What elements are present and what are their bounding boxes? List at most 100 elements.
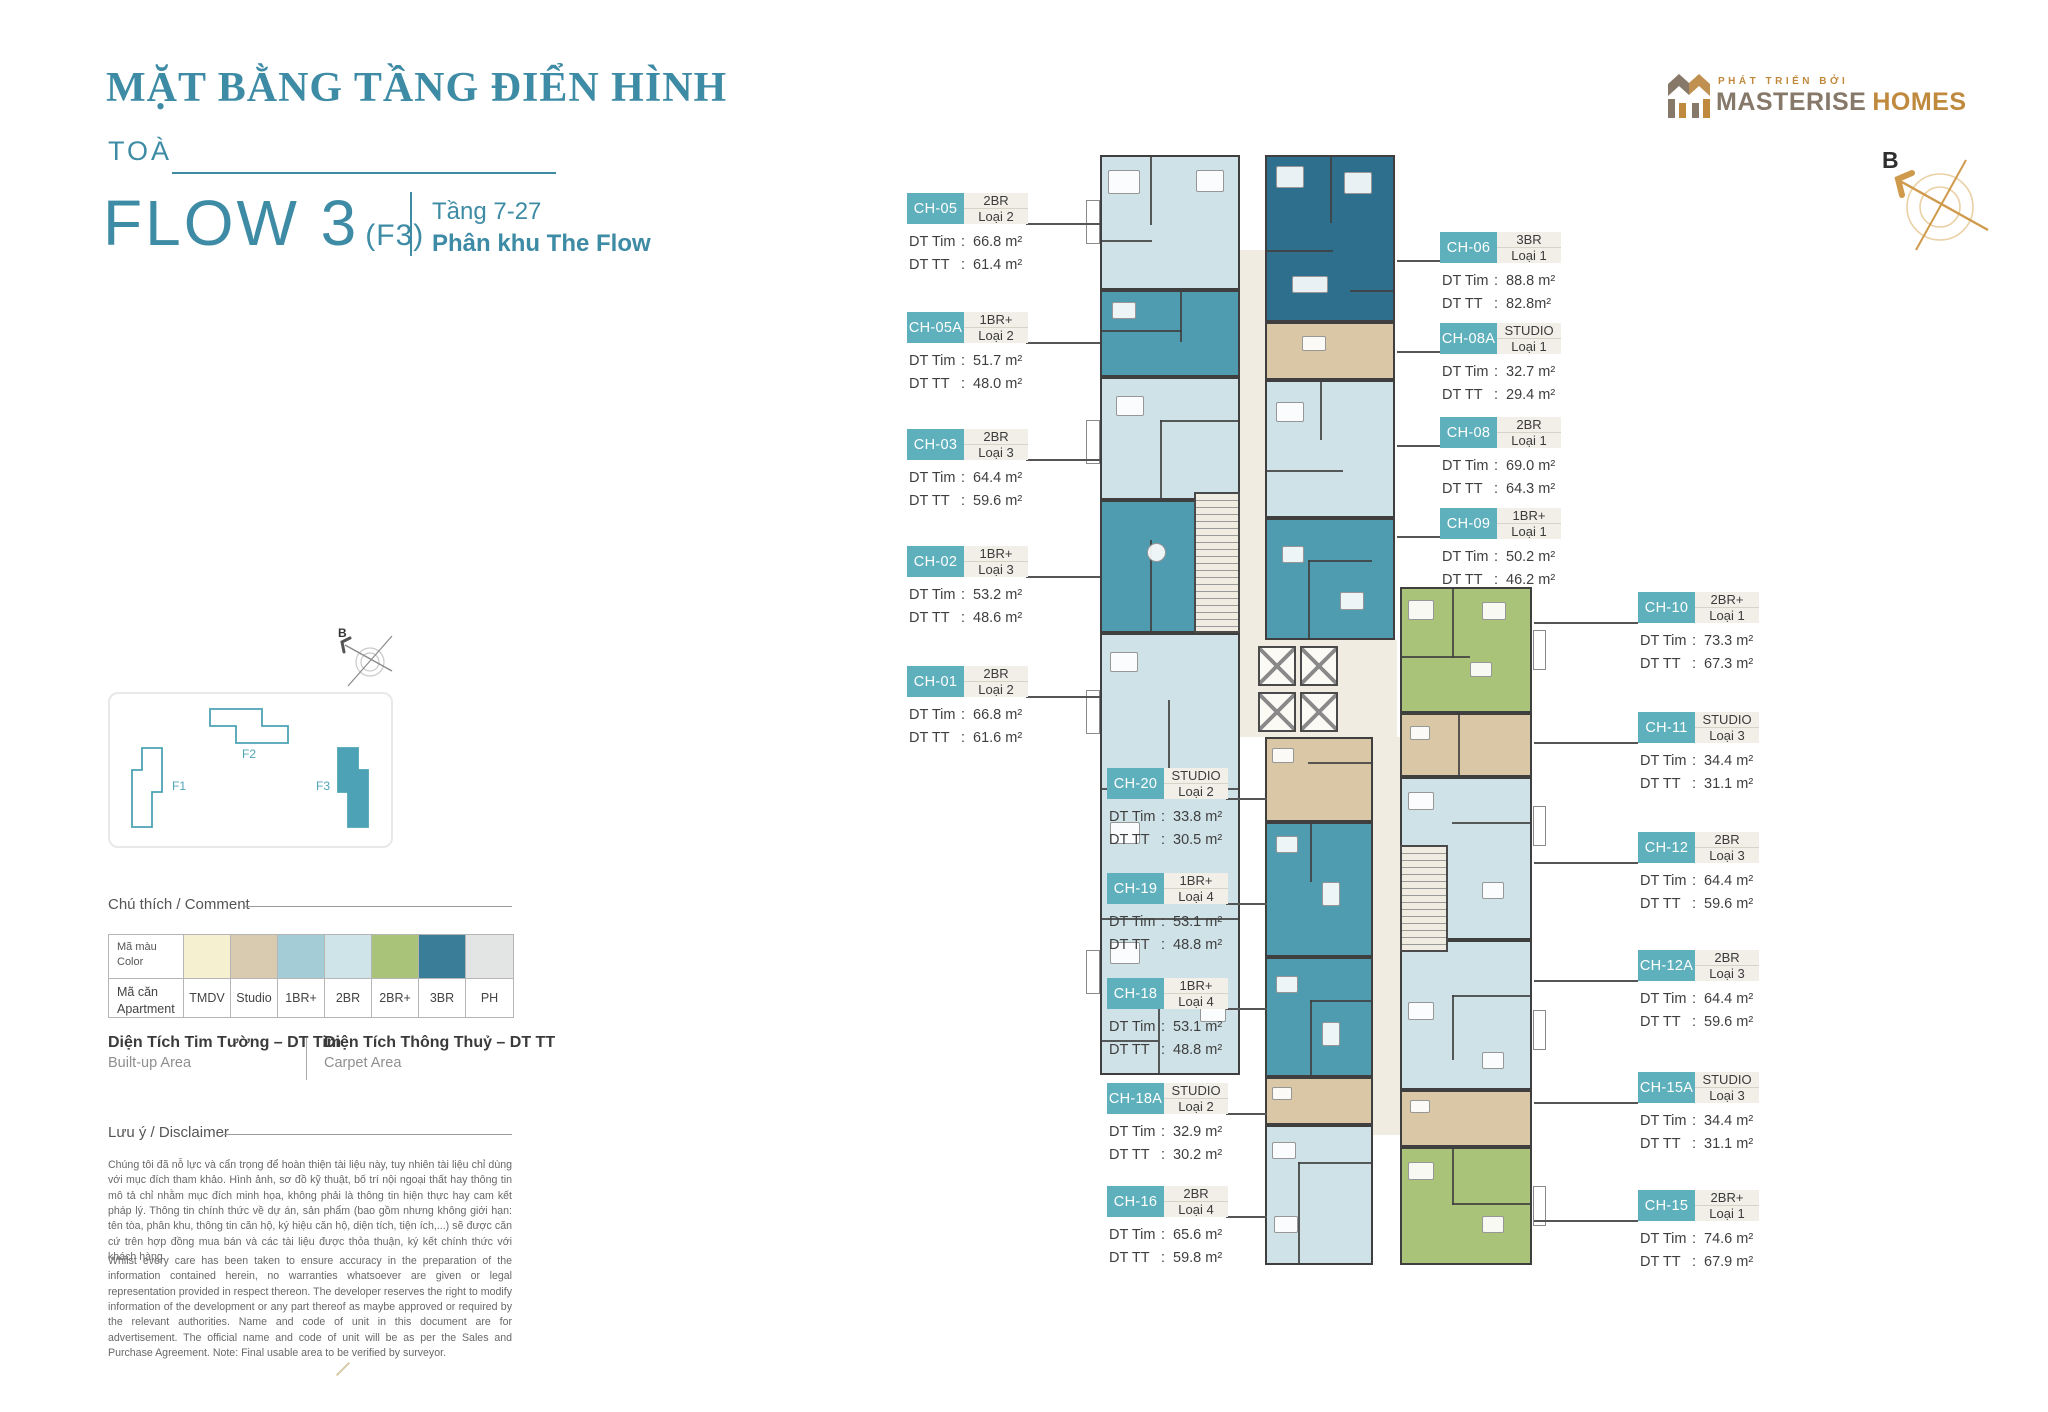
logo-wordmark: MASTERISE HOMES (1716, 88, 1967, 117)
unit-dt-tim-colon: : (961, 352, 966, 369)
unit-type-variant: Loại 3 (1709, 728, 1745, 743)
unit-dt-tim-label: DT Tim (909, 706, 956, 723)
unit-dt-tt-value: 67.3 m² (1704, 655, 1754, 672)
unit-dt-tim-colon: : (1692, 752, 1697, 769)
unit-dt-tt-colon: : (961, 609, 966, 626)
interior-wall-15 (1320, 382, 1322, 440)
unit-dt-tim-value: 64.4 m² (1704, 990, 1754, 1007)
legend-swatch-TMDV (184, 935, 231, 979)
unit-areas-CH-05A: DT Tim:51.7 m² DT TT:48.0 m² (909, 349, 1022, 395)
unit-label-CH-18: CH-18 1BR+ Loại 4 DT Tim:53.1 m² DT TT:48.8 … (1107, 978, 1237, 1064)
unit-areas-CH-12: DT Tim:64.4 m² DT TT:59.6 m² (1640, 869, 1753, 915)
building-f1-shape (131, 747, 163, 828)
legend-heading-line (244, 906, 512, 907)
unit-code-CH-18: CH-18 (1107, 978, 1164, 1009)
unit-areas-CH-16: DT Tim:65.6 m² DT TT:59.8 m² (1109, 1223, 1222, 1269)
interior-wall-3 (1102, 330, 1182, 332)
unit-label-CH-19: CH-19 1BR+ Loại 4 DT Tim:53.1 m² DT TT:48.8 … (1107, 873, 1237, 959)
tower-code: (F3) (365, 219, 425, 252)
unit-dt-tt-row: DT TT:59.8 m² (1109, 1246, 1222, 1269)
unit-dt-tt-label: DT TT (1109, 936, 1150, 953)
furniture-23 (1274, 1216, 1298, 1233)
interior-wall-29 (1452, 995, 1454, 1060)
legend-heading: Chú thích / Comment (108, 896, 250, 913)
unit-dt-tim-row: DT Tim:64.4 m² (909, 466, 1022, 489)
unit-dt-tt-colon: : (1161, 1146, 1166, 1163)
term-carpet-vn: Diện Tích Thông Thuỷ – DT TT (324, 1034, 556, 1051)
unit-type-variant: Loại 3 (978, 562, 1014, 577)
furniture-28 (1408, 792, 1434, 810)
furniture-15 (1340, 592, 1364, 610)
legend-swatch-PH (466, 935, 513, 979)
unit-type-variant: Loại 3 (1709, 1088, 1745, 1103)
unit-code-CH-06: CH-06 (1440, 232, 1497, 263)
furniture-11 (1292, 276, 1328, 293)
building-f3-shape (337, 747, 369, 828)
term-carpet: Diện Tích Thông Thuỷ – DT TT Carpet Area (324, 1034, 555, 1071)
unit-code-CH-05A: CH-05A (907, 312, 964, 343)
unit-type-variant: Loại 3 (1709, 966, 1745, 981)
legend-code-2BR+: 2BR+ (372, 979, 419, 1017)
unit-code-CH-08A: CH-08A (1440, 323, 1497, 354)
unit-dt-tt-label: DT TT (1442, 295, 1483, 312)
balcony-5 (1533, 806, 1546, 846)
unit-dt-tt-colon: : (1692, 775, 1697, 792)
masterise-logo-icon (1668, 74, 1710, 118)
legend-code-3BR: 3BR (419, 979, 466, 1017)
unit-dt-tim-row: DT Tim:66.8 m² (909, 230, 1022, 253)
unit-dt-tim-label: DT Tim (1640, 632, 1687, 649)
minimap-label-f1: F1 (172, 779, 186, 793)
unit-dt-tt-value: 59.8 m² (1173, 1249, 1223, 1266)
unit-label-CH-20: CH-20 STUDIO Loại 2 DT Tim:33.8 m² DT TT:30.… (1107, 768, 1237, 854)
plan-unit-CH-18A (1265, 1077, 1373, 1125)
unit-dt-tim-value: 50.2 m² (1506, 548, 1556, 565)
unit-dt-tim-row: DT Tim:64.4 m² (1640, 987, 1753, 1010)
unit-type-name: 2BR+ (1695, 592, 1759, 608)
unit-dt-tim-row: DT Tim:53.1 m² (1109, 1015, 1222, 1038)
unit-dt-tt-colon: : (1692, 655, 1697, 672)
unit-dt-tt-row: DT TT:48.8 m² (1109, 933, 1222, 956)
unit-label-CH-08A: CH-08A STUDIO Loại 1 DT Tim:32.7 m² DT TT:29… (1440, 323, 1570, 409)
unit-dt-tim-value: 65.6 m² (1173, 1226, 1223, 1243)
label-connector-8 (1226, 1113, 1267, 1115)
unit-dt-tt-row: DT TT:48.6 m² (909, 606, 1022, 629)
unit-label-CH-05: CH-05 2BR Loại 2 DT Tim:66.8 m² DT TT:61.4 m… (907, 193, 1037, 279)
unit-code-CH-12: CH-12 (1638, 832, 1695, 863)
interior-wall-0 (1150, 157, 1152, 225)
unit-dt-tt-row: DT TT:30.5 m² (1109, 828, 1222, 851)
unit-dt-tim-value: 34.4 m² (1704, 752, 1754, 769)
unit-type-name: 3BR (1497, 232, 1561, 248)
unit-dt-tim-colon: : (1494, 363, 1499, 380)
furniture-5 (1110, 652, 1138, 672)
unit-dt-tim-colon: : (1692, 1230, 1697, 1247)
legend-color-row: Mã màu Color (109, 935, 513, 979)
unit-type-CH-06: 3BR Loại 1 (1497, 232, 1561, 263)
unit-label-CH-09: CH-09 1BR+ Loại 1 DT Tim:50.2 m² DT TT:46.2 … (1440, 508, 1570, 594)
unit-areas-CH-05: DT Tim:66.8 m² DT TT:61.4 m² (909, 230, 1022, 276)
elevator-shaft-3 (1300, 692, 1338, 732)
unit-dt-tt-row: DT TT:31.1 m² (1640, 1132, 1753, 1155)
legend-swatch-Studio (231, 935, 278, 979)
interior-wall-4 (1160, 420, 1240, 422)
site-minimap-drawing: F1 F2 F3 (131, 708, 369, 828)
unit-dt-tt-row: DT TT:30.2 m² (1109, 1143, 1222, 1166)
plan-unit-CH-15A (1400, 1090, 1532, 1147)
interior-wall-32 (1452, 1203, 1530, 1205)
unit-type-name: STUDIO (1497, 323, 1561, 339)
legend-table: Mã màu Color Mã căn Apartment TMDV Studio… (108, 934, 514, 1018)
interior-wall-17 (1308, 560, 1310, 638)
unit-dt-tim-value: 64.4 m² (973, 469, 1023, 486)
unit-type-name: 1BR+ (1497, 508, 1561, 524)
furniture-9 (1276, 166, 1304, 188)
interior-wall-27 (1458, 715, 1460, 777)
unit-dt-tt-value: 46.2 m² (1506, 571, 1556, 588)
unit-type-variant: Loại 1 (1709, 608, 1745, 623)
unit-label-CH-15A: CH-15A STUDIO Loại 3 DT Tim:34.4 m² DT TT:31… (1638, 1072, 1768, 1158)
legend-swatch-1BR+ (278, 935, 325, 979)
unit-dt-tim-row: DT Tim:88.8 m² (1442, 269, 1555, 292)
unit-dt-tt-colon: : (961, 375, 966, 392)
unit-type-name: 1BR+ (964, 312, 1028, 328)
unit-dt-tt-label: DT TT (1640, 1013, 1681, 1030)
minimap-compass-icon: B (338, 626, 393, 687)
